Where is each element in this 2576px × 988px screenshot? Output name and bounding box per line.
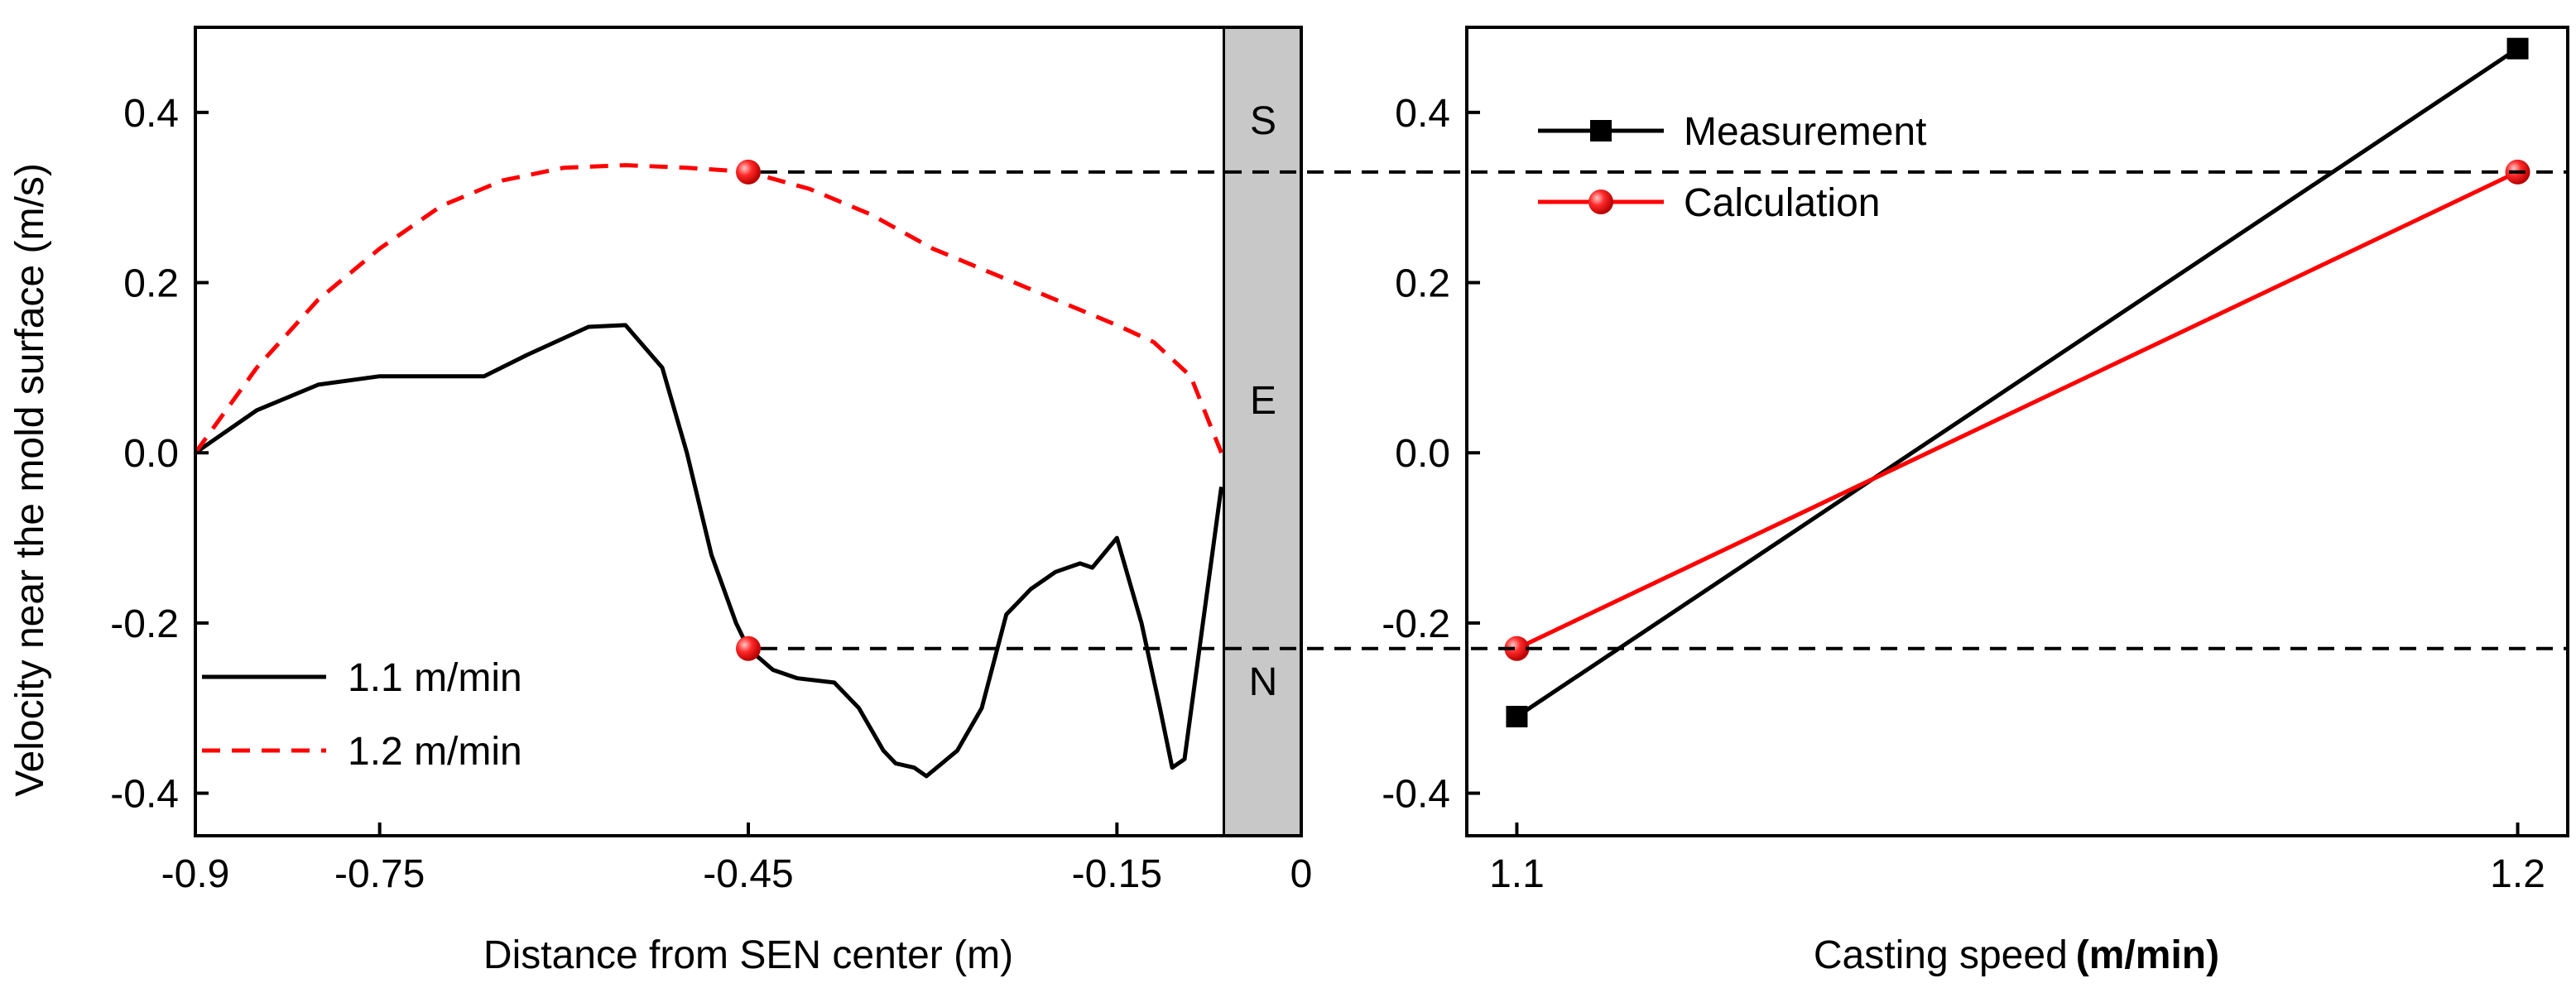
right-y-tick-label: 0.4 (1395, 92, 1450, 136)
measurement-point (2506, 37, 2529, 60)
right-x-tick-label: 1.1 (1489, 852, 1545, 896)
left-y-tick-label: 0.2 (123, 262, 179, 306)
left-chart: -0.9 -0.75 -0.45 -0.15 00.40.20.0-0.2-0.4 S … (8, 26, 1312, 977)
right-series-layer (1504, 37, 2530, 728)
right-y-tick-label: 0.2 (1395, 262, 1450, 306)
right-y-tick-label: -0.2 (1382, 602, 1450, 646)
right-y-tick-label: 0.0 (1395, 432, 1450, 476)
legend-label-calculation: Calculation (1684, 181, 1880, 225)
left-plot-frame (194, 26, 1303, 837)
left-legend: 1.1 m/min 1.2 m/min (202, 656, 522, 774)
legend-label-measurement: Measurement (1684, 110, 1926, 154)
left-y-tick-label: 0.0 (123, 432, 179, 476)
left-x-tick-label: -0.75 (334, 852, 425, 896)
right-x-axis-title-text: Casting speed (1814, 933, 2068, 977)
left-x-tick-label: -0.15 (1072, 852, 1162, 896)
sen-letter-e: E (1250, 379, 1276, 423)
right-chart: 1.1 1.2 0.4 0.2 0.0 -0.2 -0.4 Measurement Calc… (1382, 26, 2569, 977)
right-x-axis-title-unit: (m/min) (2076, 933, 2219, 977)
right-x-axis-title: Casting speed (m/min) (1814, 933, 2219, 977)
calculation-point-marker (736, 635, 761, 661)
left-marker-layer (736, 159, 761, 661)
sen-letter-n: N (1249, 660, 1278, 704)
left-x-tick-label: 0 (1290, 852, 1313, 896)
calculation-point (1504, 635, 1530, 661)
left-tick-layer: -0.9 -0.75 -0.45 -0.15 0 0.4 0.2 0.0 -0.2 -0.4 (110, 92, 1312, 896)
right-x-tick-label: 1.2 (2490, 852, 2545, 896)
right-plot-frame (1465, 26, 2569, 837)
legend-label-1-2: 1.2 m/min (348, 730, 522, 774)
legend-marker-calculation (1588, 189, 1613, 214)
left-x-axis-title: Distance from SEN center (m) (483, 933, 1013, 977)
calculation-point-marker (736, 159, 761, 185)
measurement-point (1506, 706, 1528, 728)
series-line-measurement (1516, 46, 2519, 719)
left-y-axis-title: Velocity near the mold surface (m/s) (8, 163, 52, 797)
left-x-tick-label: -0.9 (161, 852, 230, 896)
sen-region (1222, 26, 1303, 837)
left-y-tick-label: -0.4 (110, 773, 179, 817)
series-line-calculation (1516, 170, 2519, 650)
right-tick-layer: 1.1 1.2 0.4 0.2 0.0 -0.2 -0.4 (1382, 92, 2545, 896)
right-y-tick-label: -0.4 (1382, 773, 1450, 817)
reference-lines (761, 170, 2568, 650)
series-line-1-1 (194, 323, 1223, 779)
series-line-1-2 (193, 163, 1223, 454)
left-y-tick-label: -0.2 (110, 602, 179, 646)
left-x-tick-label: -0.45 (703, 852, 793, 896)
legend-marker-measurement (1590, 120, 1612, 141)
sen-letter-s: S (1250, 99, 1276, 143)
left-y-tick-label: 0.4 (123, 92, 179, 136)
right-legend: Measurement Calculation (1538, 110, 1926, 225)
legend-label-1-1: 1.1 m/min (348, 656, 522, 700)
